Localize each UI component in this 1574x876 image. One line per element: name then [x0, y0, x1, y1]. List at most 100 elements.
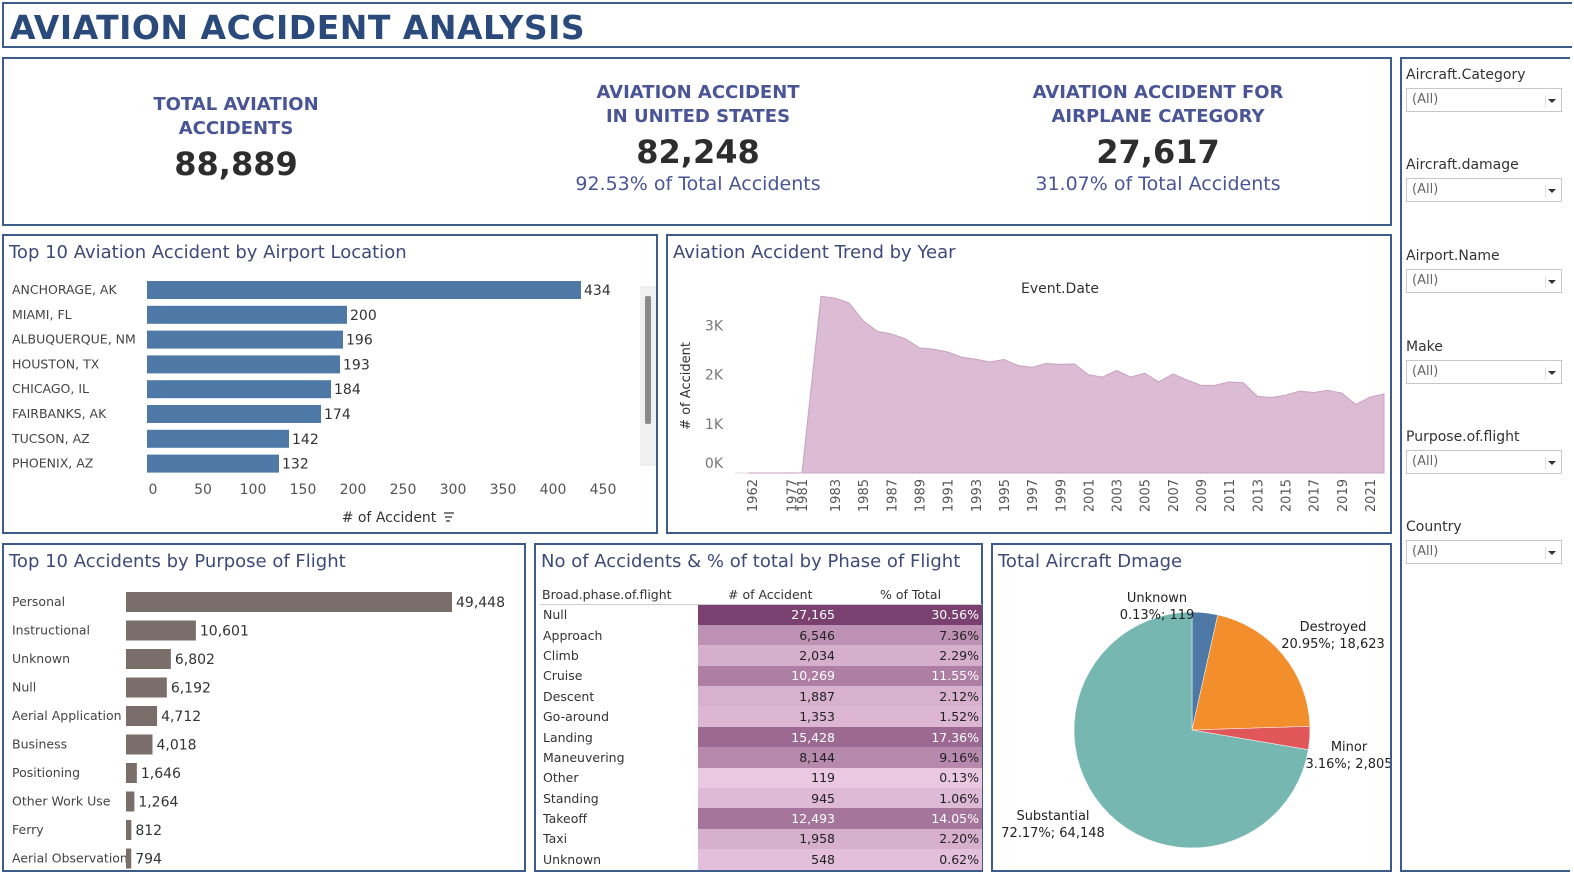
category-label: TUCSON, AZ	[11, 431, 90, 446]
filter-dropdown[interactable]: (All)	[1406, 540, 1562, 564]
count-cell: 15,428	[698, 726, 838, 748]
filter-aircraft-damage: Aircraft.damage (All)	[1406, 157, 1566, 202]
pie-slice[interactable]	[1191, 614, 1311, 731]
x-tick-label: 450	[590, 482, 617, 498]
table-row[interactable]: Maneuvering 8,144 9.16%	[540, 747, 982, 768]
chevron-down-icon[interactable]	[1545, 276, 1557, 288]
filter-aircraft-category: Aircraft.Category (All)	[1406, 67, 1566, 112]
table-row[interactable]: Landing 15,428 17.36%	[540, 726, 982, 748]
x-tick-label: 250	[390, 482, 417, 498]
bar[interactable]	[126, 620, 196, 641]
bar[interactable]	[147, 405, 321, 423]
category-label: Instructional	[12, 623, 90, 638]
scrollbar-thumb[interactable]	[645, 296, 651, 424]
chevron-down-icon[interactable]	[1545, 95, 1557, 107]
category-label: Business	[12, 737, 67, 752]
kpi-value: 82,248	[636, 133, 760, 171]
bar[interactable]	[147, 454, 279, 473]
x-tick-label: 1997	[1026, 479, 1041, 512]
bar[interactable]	[147, 305, 347, 324]
data-label: 812	[135, 823, 162, 839]
phase-cell: Takeoff	[543, 811, 587, 827]
data-label: 794	[135, 852, 162, 868]
phase-cell: Unknown	[543, 851, 602, 867]
chevron-down-icon[interactable]	[1545, 185, 1557, 197]
kpi-title: AVIATION ACCIDENT IN UNITED STATES	[596, 82, 800, 127]
x-tick-label: 1977	[785, 479, 800, 512]
location-chart-panel: Top 10 Aviation Accident by Airport Loca…	[2, 234, 658, 534]
column-header[interactable]: Broad.phase.of.flight	[540, 585, 698, 605]
x-tick-label: 0	[149, 482, 158, 498]
filter-dropdown[interactable]: (All)	[1406, 269, 1562, 293]
phase-cell: Maneuvering	[543, 749, 625, 765]
y-axis-label: # of Accident	[679, 342, 694, 430]
x-tick-label: 1983	[829, 479, 844, 512]
x-axis-label: Event.Date	[1021, 281, 1099, 297]
x-tick-label: 1981	[796, 479, 811, 512]
phase-table: Broad.phase.of.flight # of Accident % of…	[540, 585, 982, 870]
bar[interactable]	[126, 848, 132, 869]
data-label: 193	[343, 357, 370, 373]
bar[interactable]	[147, 281, 581, 299]
x-tick-label: 1993	[970, 479, 985, 512]
table-row[interactable]: Null 27,165 30.56%	[540, 604, 982, 625]
bar[interactable]	[126, 820, 132, 840]
table-row[interactable]: Descent 1,887 2.12%	[540, 686, 982, 707]
trend-chart-panel: Aviation Accident Trend by Year Event.Da…	[666, 234, 1392, 534]
x-tick-label: 400	[540, 482, 567, 498]
bar[interactable]	[126, 763, 137, 783]
table-row[interactable]: Other 119 0.13%	[540, 767, 982, 789]
chevron-down-icon[interactable]	[1545, 547, 1557, 559]
bar[interactable]	[126, 791, 135, 812]
data-label: 142	[292, 432, 319, 448]
bar[interactable]	[126, 677, 167, 698]
table-row[interactable]: Approach 6,546 7.36%	[540, 624, 982, 646]
slice-value-label: 72.17%; 64,148	[1001, 826, 1105, 841]
x-tick-label: 1987	[885, 479, 900, 512]
table-row[interactable]: Standing 945 1.06%	[540, 788, 982, 809]
table-row[interactable]: Unknown 548 0.62%	[540, 849, 982, 870]
x-tick-label: 2013	[1251, 479, 1266, 512]
chevron-down-icon[interactable]	[1545, 457, 1557, 469]
table-row[interactable]: Takeoff 12,493 14.05%	[540, 808, 982, 829]
area-series[interactable]	[748, 295, 1385, 474]
bar[interactable]	[147, 355, 340, 374]
filter-dropdown[interactable]: (All)	[1406, 450, 1562, 474]
phase-cell: Landing	[543, 729, 593, 745]
bar[interactable]	[126, 706, 158, 726]
x-tick-label: 350	[490, 482, 517, 498]
x-tick-label: 2017	[1308, 479, 1323, 512]
chevron-down-icon[interactable]	[1545, 367, 1557, 379]
pct-cell: 30.56%	[838, 604, 982, 625]
table-row[interactable]: Climb 2,034 2.29%	[540, 645, 982, 666]
count-cell: 1,353	[698, 706, 838, 727]
bar[interactable]	[147, 330, 343, 349]
filter-dropdown[interactable]: (All)	[1406, 360, 1562, 384]
category-label: Aerial Observation	[12, 851, 128, 866]
column-header[interactable]: # of Accident	[698, 585, 838, 605]
phase-cell: Descent	[543, 688, 595, 704]
category-label: Null	[12, 680, 36, 695]
column-header[interactable]: % of Total	[838, 585, 982, 605]
category-label: PHOENIX, AZ	[12, 456, 93, 471]
bar[interactable]	[147, 380, 331, 399]
slice-name-label: Minor	[1331, 740, 1368, 755]
bar[interactable]	[126, 649, 171, 669]
phase-cell: Approach	[543, 627, 603, 643]
filter-dropdown[interactable]: (All)	[1406, 178, 1562, 202]
phase-cell: Other	[543, 770, 579, 786]
sort-icon[interactable]	[444, 512, 454, 522]
bar[interactable]	[126, 734, 153, 755]
table-row[interactable]: Go-around 1,353 1.52%	[540, 706, 982, 727]
x-tick-label: 1962	[746, 479, 761, 512]
pct-cell: 17.36%	[838, 726, 982, 748]
filter-dropdown[interactable]: (All)	[1406, 88, 1562, 112]
pct-cell: 2.12%	[838, 686, 982, 707]
table-row[interactable]: Taxi 1,958 2.20%	[540, 828, 982, 850]
pie-slice[interactable]	[1073, 611, 1309, 849]
data-label: 434	[584, 283, 611, 299]
bar[interactable]	[126, 592, 452, 612]
bar[interactable]	[147, 429, 289, 448]
table-row[interactable]: Cruise 10,269 11.55%	[540, 665, 982, 687]
